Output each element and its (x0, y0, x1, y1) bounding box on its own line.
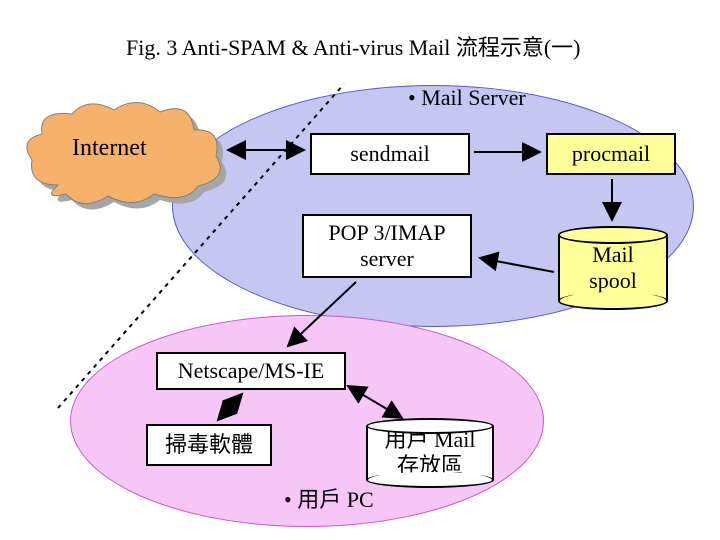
mailserver-label: • Mail Server (408, 85, 526, 111)
node-pop3: POP 3/IMAP server (302, 214, 472, 278)
node-netscape: Netscape/MS-IE (156, 352, 346, 390)
node-mailspool-label: Mail spool (589, 242, 637, 295)
userpc-label: • 用戶 PC (284, 482, 374, 514)
node-sendmail: sendmail (310, 133, 470, 175)
diagram-canvas: Internet Fig. 3 Anti-SPAM & Anti-virus M… (0, 0, 720, 540)
internet-label: Internet (72, 135, 147, 162)
node-procmail-label: procmail (572, 141, 650, 167)
figure-title: Fig. 3 Anti-SPAM & Anti-virus Mail 流程示意(… (126, 30, 581, 62)
node-av-label: 掃毒軟體 (165, 432, 253, 458)
node-netscape-label: Netscape/MS-IE (178, 358, 325, 384)
node-sendmail-label: sendmail (350, 141, 429, 167)
node-pop3-label: POP 3/IMAP server (328, 220, 445, 273)
node-av: 掃毒軟體 (146, 424, 272, 466)
node-procmail: procmail (546, 133, 676, 175)
